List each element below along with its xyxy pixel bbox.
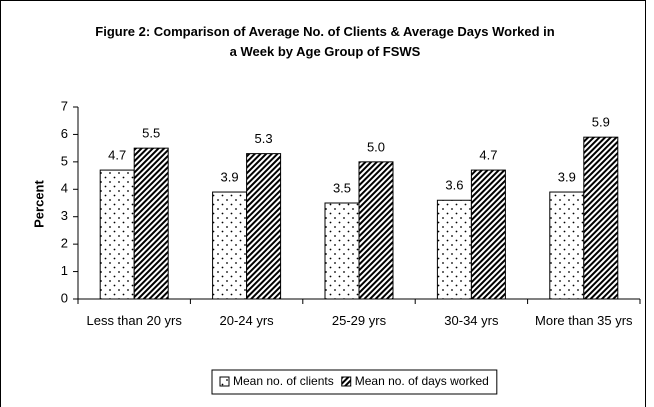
legend-label: Mean no. of days worked	[355, 374, 489, 388]
y-tick-label: 5	[61, 153, 68, 168]
value-label: 5.3	[255, 131, 273, 146]
value-label: 3.6	[445, 178, 463, 193]
legend-box	[211, 369, 498, 395]
bar	[358, 161, 394, 300]
bar	[583, 136, 619, 300]
bar	[212, 191, 248, 300]
chart-title: Figure 2: Comparison of Average No. of C…	[95, 24, 555, 59]
bar	[99, 169, 135, 300]
bar	[549, 191, 585, 300]
value-label: 3.9	[558, 169, 576, 184]
y-tick-label: 3	[61, 208, 68, 223]
value-label: 5.5	[142, 126, 160, 141]
y-tick-label: 0	[61, 290, 68, 305]
y-tick-label: 6	[61, 126, 68, 141]
bar	[470, 169, 506, 300]
bar	[246, 153, 282, 300]
y-axis-label: Percent	[31, 179, 46, 227]
value-label: 5.0	[367, 139, 385, 154]
y-tick-label: 1	[61, 263, 68, 278]
bar	[436, 199, 472, 300]
y-tick-label: 7	[61, 98, 68, 113]
value-label: 5.9	[592, 115, 610, 130]
bar	[324, 202, 360, 300]
bar	[133, 147, 169, 300]
legend-swatch	[219, 376, 230, 387]
value-label: 3.5	[333, 180, 351, 195]
value-label: 3.9	[221, 169, 239, 184]
y-tick-label: 2	[61, 236, 68, 251]
value-label: 4.7	[108, 148, 126, 163]
x-tick-label: 30-34 yrs	[444, 313, 499, 328]
y-tick-label: 4	[61, 181, 68, 196]
x-tick-label: 20-24 yrs	[219, 313, 274, 328]
x-tick-label: Less than 20 yrs	[86, 313, 182, 328]
value-label: 4.7	[479, 148, 497, 163]
x-tick-label: More than 35 yrs	[535, 313, 633, 328]
legend-label: Mean no. of clients	[233, 374, 334, 388]
legend-swatch	[341, 376, 352, 387]
x-tick-label: 25-29 yrs	[331, 313, 387, 328]
